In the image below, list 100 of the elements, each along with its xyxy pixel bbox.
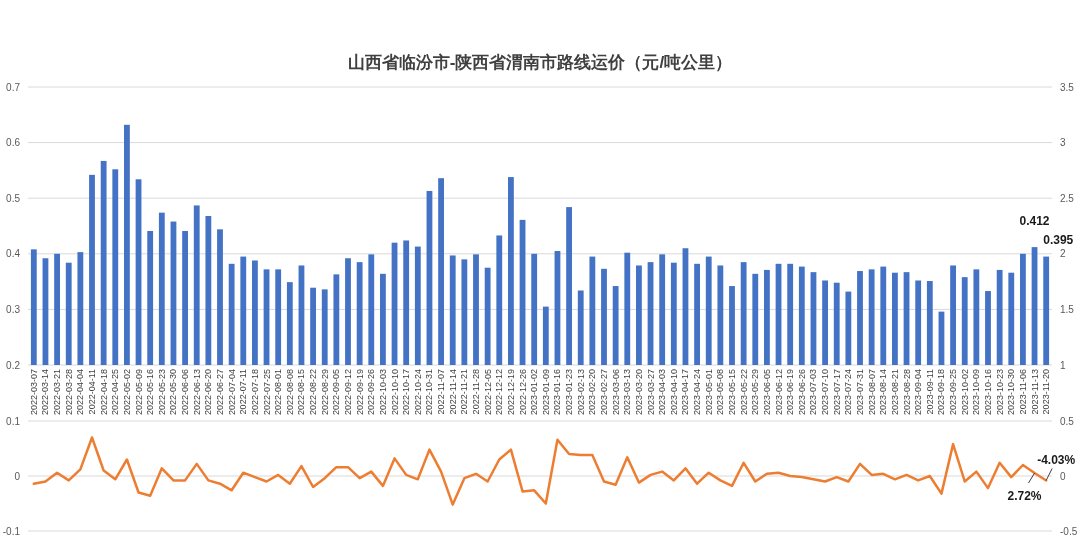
- x-tick-label: 2022-11-21: [459, 369, 470, 415]
- x-tick-label: 2022-07-25: [261, 369, 272, 416]
- x-tick-label: 2023-05-15: [727, 369, 737, 416]
- y2-tick-label: 2: [1060, 248, 1066, 260]
- x-tick-label: 2023-02-20: [587, 369, 598, 416]
- y-tick-label: 0.6: [6, 137, 21, 149]
- y-tick-label: 0.4: [6, 248, 21, 260]
- y2-tick-label: 1.5: [1060, 303, 1075, 315]
- y2-tick-label: 1: [1060, 359, 1066, 371]
- x-tick-label: 2023-06-05: [761, 369, 772, 416]
- x-tick-label: 2022-12-26: [517, 369, 528, 416]
- x-tick-label: 2023-01-02: [529, 369, 540, 416]
- x-tick-label: 2022-08-15: [296, 369, 307, 416]
- chart-title: 山西省临汾市-陕西省渭南市路线运价（元/吨公里）: [347, 52, 733, 72]
- x-tick-label: 2023-03-20: [633, 369, 644, 416]
- y-tick-label: 0.7: [6, 81, 21, 93]
- x-tick-label: 2022-08-08: [284, 369, 295, 416]
- x-tick-label: 2022-04-11: [87, 369, 97, 415]
- x-tick-label: 2023-07-24: [843, 369, 854, 416]
- x-tick-label: 2023-07-31: [855, 369, 865, 416]
- x-tick-label: 2023-09-11: [924, 369, 935, 415]
- x-tick-label: 2022-08-01: [273, 369, 284, 416]
- x-tick-label: 2023-07-03: [808, 369, 819, 416]
- data-label: 0.395: [1043, 232, 1074, 247]
- y2-tick-label: 3.5: [1060, 81, 1075, 93]
- x-tick-label: 2023-05-01: [703, 369, 714, 416]
- x-tick-label: 2022-09-05: [331, 369, 342, 416]
- x-tick-label: 2023-04-17: [680, 369, 691, 416]
- x-tick-label: 2023-06-12: [773, 369, 784, 416]
- x-tick-label: 2023-05-08: [715, 369, 726, 416]
- x-tick-label: 2022-12-12: [494, 369, 505, 416]
- x-tick-label: 2023-08-21: [889, 369, 900, 416]
- x-tick-label: 2022-11-28: [471, 369, 481, 415]
- x-tick-label: 2022-06-27: [215, 369, 225, 416]
- x-tick-label: 2022-06-20: [203, 369, 214, 416]
- x-tick-label: 2023-04-03: [657, 369, 668, 416]
- x-tick-label: 2022-12-05: [482, 369, 493, 416]
- x-tick-label: 2023-09-18: [936, 369, 947, 416]
- x-tick-label: 2023-03-27: [645, 369, 656, 416]
- x-tick-label: 2023-01-16: [552, 369, 563, 416]
- x-tick-label: 2023-11-13: [1029, 369, 1040, 415]
- x-tick-label: 2023-09-04: [913, 369, 924, 416]
- x-tick-label: 2022-11-07: [436, 369, 447, 415]
- x-tick-label: 2022-10-31: [424, 369, 435, 416]
- x-tick-label: 2022-07-11: [238, 369, 249, 415]
- x-tick-label: 2023-01-23: [564, 369, 575, 416]
- x-tick-label: 2023-10-09: [971, 369, 982, 416]
- x-tick-label: 2023-06-19: [785, 369, 796, 416]
- x-tick-label: 2022-10-24: [412, 369, 423, 416]
- x-tick-label: 2023-07-10: [820, 369, 831, 416]
- x-tick-label: 2023-01-09: [540, 369, 551, 416]
- x-tick-label: 2023-08-07: [866, 369, 877, 416]
- x-tick-label: 2022-03-14: [40, 369, 51, 416]
- x-tick-label: 2023-04-10: [668, 369, 679, 416]
- x-tick-label: 2023-10-23: [994, 369, 1005, 416]
- x-tick-label: 2023-11-20: [1041, 369, 1052, 415]
- x-tick-label: 2023-11-06: [1017, 369, 1028, 415]
- y-tick-label: 0: [14, 470, 21, 482]
- y-tick-label: -0.1: [2, 525, 21, 537]
- y2-tick-label: 0.5: [1060, 415, 1075, 427]
- x-tick-label: 2022-09-26: [366, 369, 377, 416]
- x-tick-label: 2022-07-04: [226, 369, 237, 416]
- x-tick-label: 2022-03-07: [28, 369, 39, 416]
- x-tick-label: 2023-09-25: [948, 369, 959, 416]
- y-tick-label: 0.1: [6, 415, 21, 427]
- x-tick-label: 2023-05-29: [750, 369, 761, 416]
- y-tick-label: 0.5: [6, 192, 21, 204]
- x-tick-label: 2022-04-18: [98, 369, 109, 416]
- y2-tick-label: 2.5: [1060, 192, 1075, 204]
- x-tick-label: 2023-07-17: [831, 369, 842, 416]
- x-tick-label: 2023-05-22: [738, 369, 749, 416]
- x-tick-label: 2022-05-09: [133, 369, 144, 416]
- data-label: 2.72%: [1007, 488, 1042, 503]
- x-tick-label: 2023-10-30: [1006, 369, 1017, 416]
- x-tick-label: 2022-11-14: [447, 369, 458, 415]
- x-tick-label: 2022-05-02: [121, 369, 132, 416]
- x-tick-label: 2023-06-26: [796, 369, 807, 416]
- x-tick-label: 2023-03-06: [610, 369, 621, 416]
- x-tick-label: 2022-04-25: [110, 369, 121, 416]
- x-tick-label: 2022-12-19: [505, 369, 516, 416]
- x-tick-label: 2022-07-18: [249, 369, 260, 416]
- x-tick-label: 2023-02-27: [599, 369, 609, 416]
- x-tick-label: 2022-08-22: [308, 369, 319, 416]
- x-tick-label: 2023-10-16: [983, 369, 993, 416]
- x-tick-label: 2022-03-21: [52, 369, 63, 416]
- y2-tick-label: 0: [1060, 470, 1066, 482]
- x-tick-label: 2022-10-10: [389, 369, 400, 416]
- x-tick-label: 2022-06-13: [191, 369, 202, 416]
- x-tick-label: 2022-05-16: [145, 369, 156, 416]
- y-tick-label: 0.2: [6, 359, 21, 371]
- x-tick-label: 2023-03-13: [622, 369, 633, 416]
- x-tick-label: 2022-09-19: [354, 369, 365, 416]
- x-tick-label: 2023-08-14: [878, 369, 889, 416]
- y2-tick-label: 3: [1060, 137, 1066, 149]
- x-tick-label: 2022-09-12: [343, 369, 353, 416]
- x-tick-label: 2022-10-03: [377, 369, 388, 416]
- data-label: -4.03%: [1037, 453, 1076, 468]
- x-tick-label: 2022-04-04: [75, 369, 86, 416]
- x-tick-label: 2023-08-28: [901, 369, 912, 416]
- x-tick-label: 2022-03-28: [63, 369, 74, 416]
